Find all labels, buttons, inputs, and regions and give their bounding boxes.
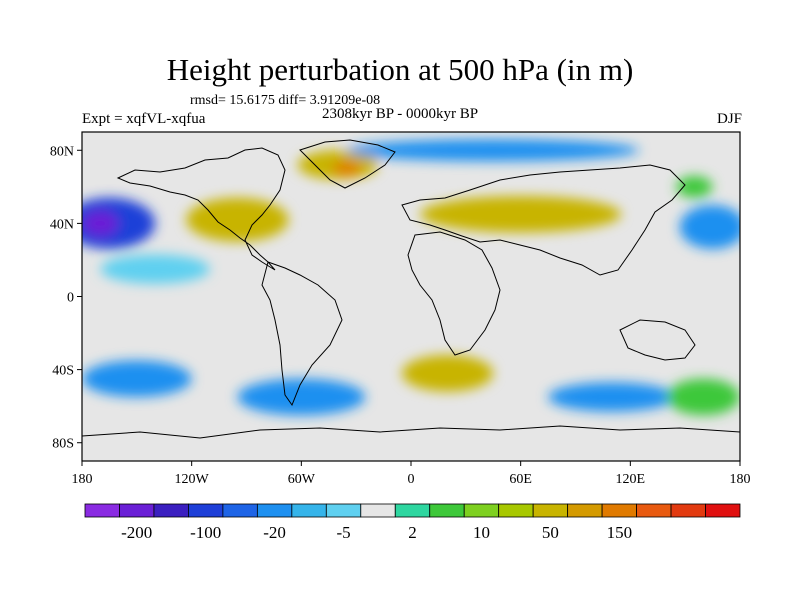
colorbar-label: 150 <box>607 523 633 542</box>
colorbar-swatch <box>84 503 120 518</box>
field-region-6 <box>347 139 640 162</box>
lat-tick-label: 40S <box>52 364 74 379</box>
field-region-5 <box>420 195 622 233</box>
colorbar-swatch <box>429 503 465 518</box>
lat-tick-label: 80N <box>50 144 74 159</box>
lat-axis: 80N 40N 0 40S 80S <box>50 144 82 452</box>
field-region-7 <box>676 175 713 198</box>
field-region-8 <box>679 205 740 249</box>
colorbar-swatch <box>291 503 327 518</box>
field-region-2 <box>186 197 289 242</box>
contour-field <box>82 139 740 416</box>
field-region-4 <box>332 161 362 176</box>
colorbar-label: -20 <box>263 523 286 542</box>
colorbar-swatch <box>463 503 500 518</box>
map-background <box>82 132 740 461</box>
field-region-14 <box>666 378 740 416</box>
colorbar-swatch <box>256 503 293 518</box>
lon-tick-label: 180 <box>730 472 751 487</box>
lon-tick-label: 60E <box>509 472 532 487</box>
colorbar-swatch <box>325 503 362 518</box>
colorbar-swatch <box>498 503 534 518</box>
lat-tick-label: 0 <box>67 291 74 306</box>
colorbar-swatch <box>119 503 155 518</box>
plot-title: Height perturbation at 500 hPa (in m) <box>166 52 634 87</box>
colorbar-label: 50 <box>542 523 559 542</box>
colorbar-swatch <box>153 503 189 518</box>
colorbar-label: 2 <box>408 523 417 542</box>
field-region-15 <box>511 300 603 330</box>
period-label: 2308kyr BP - 0000kyr BP <box>322 106 479 122</box>
colorbar-swatch <box>567 503 603 518</box>
colorbar-label: -200 <box>121 523 152 542</box>
lon-tick-label: 60W <box>288 472 316 487</box>
season-label: DJF <box>716 111 742 127</box>
colorbar <box>84 503 741 518</box>
colorbar-swatch <box>705 503 741 518</box>
lon-tick-label: 120W <box>175 472 210 487</box>
colorbar-swatch <box>188 503 224 518</box>
field-region-1 <box>82 210 119 237</box>
colorbar-labels: -200 -100 -20 -5 2 10 50 150 <box>121 523 632 542</box>
field-region-10 <box>401 354 494 392</box>
colorbar-label: -100 <box>190 523 221 542</box>
field-region-13 <box>82 360 192 398</box>
experiment-label: Expt = xqfVL-xqfua <box>82 111 206 127</box>
colorbar-swatch <box>636 503 672 518</box>
stats-text: rmsd= 15.6175 diff= 3.91209e-08 <box>190 93 381 108</box>
coastlines <box>82 139 740 439</box>
colorbar-swatch <box>532 503 569 518</box>
lon-axis: 180 120W 60W 0 60E 120E 180 <box>72 461 751 487</box>
colorbar-swatch <box>394 503 431 518</box>
colorbar-label: -5 <box>336 523 350 542</box>
field-region-11 <box>237 378 366 416</box>
colorbar-swatch <box>670 503 706 518</box>
lon-tick-label: 120E <box>616 472 646 487</box>
colorbar-swatch <box>601 503 637 518</box>
field-region-12 <box>548 382 677 412</box>
colorbar-swatch <box>222 503 258 518</box>
colorbar-label: 10 <box>473 523 490 542</box>
field-region-9 <box>100 254 210 284</box>
lon-tick-label: 180 <box>72 472 93 487</box>
lon-tick-label: 0 <box>408 472 415 487</box>
colorbar-swatch <box>360 503 396 518</box>
lat-tick-label: 40N <box>50 217 74 232</box>
lat-tick-label: 80S <box>52 437 74 452</box>
